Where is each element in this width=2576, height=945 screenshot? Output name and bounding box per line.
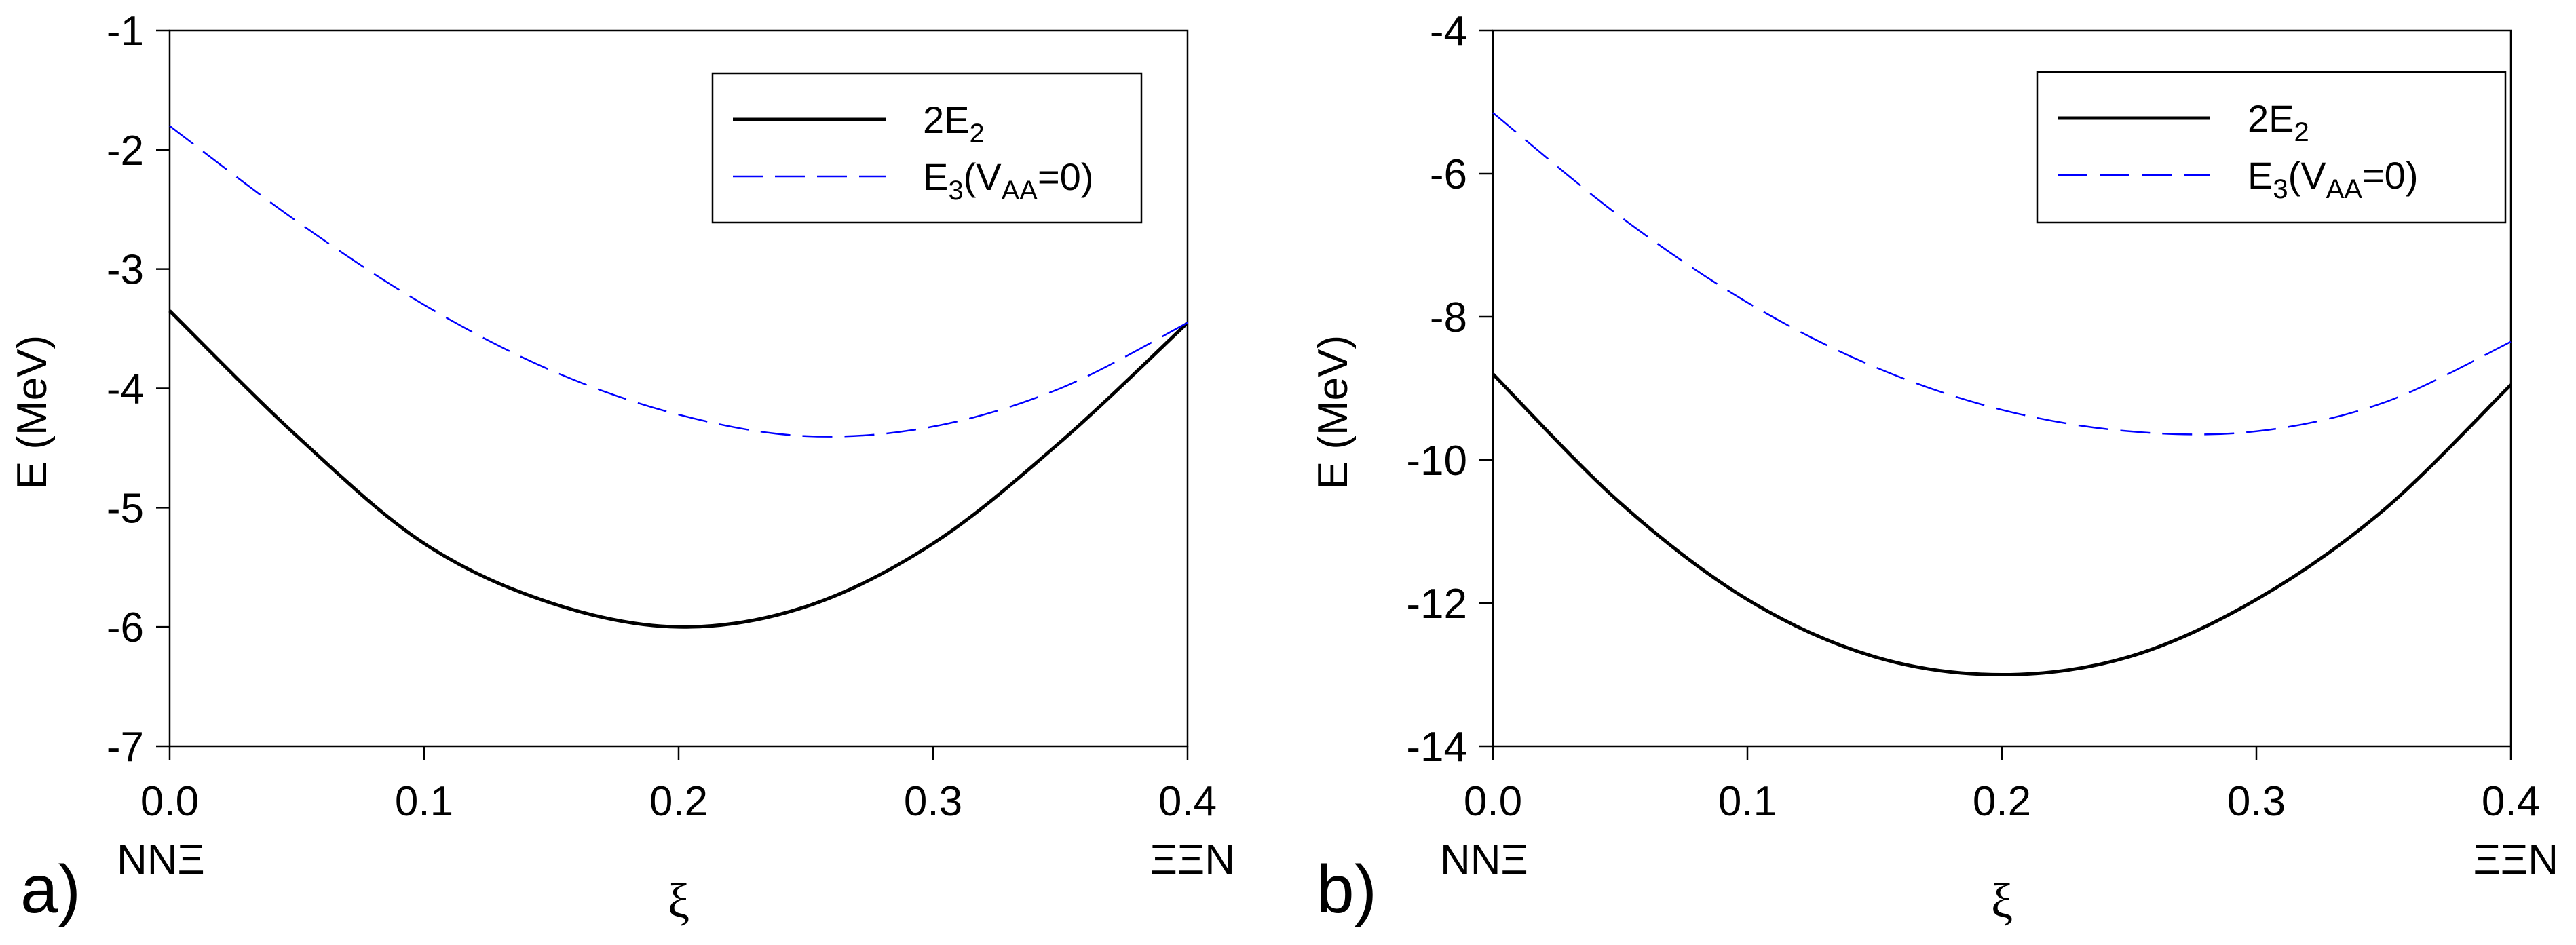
x-tick-label: 0.2	[1973, 778, 2031, 825]
legend-label-text: (V	[2288, 154, 2327, 197]
y-axis-label: E (MeV)	[1310, 335, 1357, 489]
legend-label-subscript: AA	[2326, 174, 2363, 204]
chart-panel-2: 0.0 0.1 0.2 0.3 0.4 -4 -6 -8 -10 -12 -14 E (MeV) ξ NN…	[1310, 8, 2558, 928]
x-tick-label: 0.2	[649, 778, 708, 825]
series-line-e3-vaa0	[1492, 112, 2512, 436]
x-tick-label: 0.1	[1718, 778, 1777, 825]
y-tick-label: -4	[1430, 8, 1467, 55]
x-axis-label: ξ	[1991, 874, 2013, 928]
x-tick-label: 0.3	[2227, 778, 2286, 825]
legend-label-subscript: 2	[2294, 117, 2309, 147]
series-line-2e2	[1492, 372, 2512, 677]
legend-label: E3(VAA=0)	[923, 155, 1093, 206]
legend-label-text: E	[923, 155, 948, 198]
legend-label: E3(VAA=0)	[2248, 154, 2418, 204]
x-tick-label: 0.4	[2482, 778, 2540, 825]
legend-label-text: =0)	[1038, 155, 1094, 198]
y-tick-label: -10	[1406, 438, 1467, 484]
y-tick-label: -2	[107, 128, 144, 174]
legend-label-subscript: AA	[1002, 176, 1038, 206]
x-left-endpoint-label: NNΞ	[1440, 836, 1528, 883]
x-tick-label: 0.0	[140, 778, 199, 825]
legend-label-subscript: 3	[948, 176, 963, 206]
x-right-endpoint-label: ΞΞN	[1150, 836, 1235, 883]
y-tick-label: -12	[1406, 581, 1467, 628]
y-tick-label: -14	[1406, 724, 1467, 771]
x-tick-label: 0.1	[395, 778, 453, 825]
legend-label: 2E2	[2248, 97, 2309, 147]
y-tick-label: -5	[107, 485, 144, 532]
chart-panel-1: 0.0 0.1 0.2 0.3 0.4 -1 -2 -3 -4 -5 -6 -7 E (MeV) ξ NNΞ…	[9, 8, 1235, 928]
legend-label-text: 2E	[2248, 97, 2294, 140]
y-tick-label: -1	[107, 8, 144, 55]
y-tick-label: -6	[107, 604, 144, 651]
y-tick-label: -8	[1430, 294, 1467, 341]
x-right-endpoint-label: ΞΞN	[2474, 836, 2558, 883]
legend-box	[2036, 71, 2507, 224]
series-line-2e2	[168, 309, 1189, 629]
legend-label-subscript: 2	[970, 119, 985, 149]
y-tick-label: -6	[1430, 151, 1467, 198]
y-tick-label: -7	[107, 724, 144, 771]
legend-label-text: E	[2248, 154, 2273, 197]
x-tick-label: 0.3	[904, 778, 962, 825]
x-tick-label: 0.0	[1464, 778, 1522, 825]
legend-label-subscript: 3	[2273, 174, 2288, 204]
series-line-e3-vaa0	[169, 125, 1188, 438]
x-left-endpoint-label: NNΞ	[117, 836, 205, 883]
legend-label: 2E2	[923, 98, 985, 149]
y-tick-label: -4	[107, 366, 144, 413]
panel-label: b)	[1317, 851, 1377, 927]
x-tick-label: 0.4	[1158, 778, 1217, 825]
legend-label-text: (V	[964, 155, 1002, 198]
legend-box	[711, 72, 1143, 224]
legend-label-text: 2E	[923, 98, 970, 141]
y-tick-label: -3	[107, 247, 144, 294]
x-axis-label: ξ	[668, 874, 689, 928]
legend-label-text: =0)	[2362, 154, 2419, 197]
panel-label: a)	[20, 851, 81, 927]
y-axis-label: E (MeV)	[9, 335, 56, 489]
